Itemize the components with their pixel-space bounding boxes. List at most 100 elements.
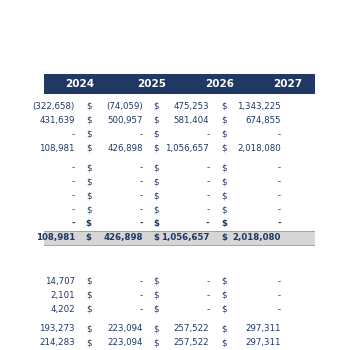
Text: $: $: [154, 277, 159, 286]
Text: -: -: [278, 130, 281, 139]
Text: 2027: 2027: [273, 79, 302, 89]
Text: $: $: [154, 144, 159, 153]
Text: $: $: [86, 144, 91, 153]
Text: 1,343,225: 1,343,225: [237, 102, 281, 111]
Text: $: $: [86, 102, 91, 111]
Text: -: -: [278, 291, 281, 300]
Text: $: $: [154, 324, 159, 333]
Text: $: $: [86, 163, 91, 172]
Text: $: $: [86, 219, 92, 228]
Text: 674,855: 674,855: [245, 116, 281, 125]
Text: $: $: [86, 324, 91, 333]
Bar: [44, 231, 315, 245]
Text: $: $: [86, 233, 92, 242]
Text: 223,094: 223,094: [107, 324, 143, 333]
Text: $: $: [154, 233, 160, 242]
Text: 257,522: 257,522: [174, 338, 209, 347]
Text: -: -: [72, 191, 75, 200]
Text: 2026: 2026: [205, 79, 234, 89]
Text: 1,056,657: 1,056,657: [166, 144, 209, 153]
Text: -: -: [140, 305, 143, 314]
Text: -: -: [206, 177, 209, 186]
Text: $: $: [154, 219, 160, 228]
Text: $: $: [222, 205, 227, 214]
Text: $: $: [86, 130, 91, 139]
Text: $: $: [154, 191, 159, 200]
Text: 214,283: 214,283: [39, 338, 75, 347]
Text: $: $: [222, 277, 227, 286]
Text: $: $: [154, 102, 159, 111]
Text: -: -: [140, 130, 143, 139]
Text: $: $: [222, 177, 227, 186]
Text: -: -: [72, 130, 75, 139]
Text: -: -: [206, 191, 209, 200]
Bar: [44, 74, 315, 94]
Text: -: -: [72, 177, 75, 186]
Text: -: -: [278, 277, 281, 286]
Text: -: -: [206, 130, 209, 139]
Text: -: -: [206, 277, 209, 286]
Text: $: $: [154, 116, 159, 125]
Text: -: -: [140, 291, 143, 300]
Text: 426,898: 426,898: [103, 233, 143, 242]
Text: $: $: [222, 233, 228, 242]
Text: $: $: [222, 291, 227, 300]
Text: 257,522: 257,522: [174, 324, 209, 333]
Text: $: $: [222, 305, 227, 314]
Text: (74,059): (74,059): [106, 102, 143, 111]
Text: 297,311: 297,311: [246, 324, 281, 333]
Text: -: -: [205, 219, 209, 228]
Text: -: -: [206, 291, 209, 300]
Text: 1,056,657: 1,056,657: [161, 233, 209, 242]
Text: $: $: [154, 177, 159, 186]
Text: 2024: 2024: [65, 79, 95, 89]
Text: $: $: [86, 291, 91, 300]
Text: 500,957: 500,957: [107, 116, 143, 125]
Text: $: $: [154, 291, 159, 300]
Text: -: -: [71, 219, 75, 228]
Text: -: -: [140, 277, 143, 286]
Text: -: -: [140, 191, 143, 200]
Text: 2025: 2025: [137, 79, 166, 89]
Text: $: $: [222, 130, 227, 139]
Text: 2,101: 2,101: [50, 291, 75, 300]
Text: $: $: [222, 116, 227, 125]
Text: $: $: [86, 338, 91, 347]
Text: $: $: [154, 205, 159, 214]
Text: $: $: [222, 163, 227, 172]
Text: $: $: [222, 144, 227, 153]
Text: $: $: [222, 219, 228, 228]
Text: $: $: [222, 191, 227, 200]
Text: 193,273: 193,273: [40, 324, 75, 333]
Text: -: -: [278, 219, 281, 228]
Text: 297,311: 297,311: [246, 338, 281, 347]
Text: -: -: [278, 305, 281, 314]
Text: -: -: [139, 219, 143, 228]
Text: 108,981: 108,981: [40, 144, 75, 153]
Text: -: -: [72, 163, 75, 172]
Text: -: -: [278, 205, 281, 214]
Text: $: $: [154, 130, 159, 139]
Text: -: -: [206, 163, 209, 172]
Text: -: -: [206, 205, 209, 214]
Text: $: $: [154, 338, 159, 347]
Text: 426,898: 426,898: [107, 144, 143, 153]
Text: (322,658): (322,658): [33, 102, 75, 111]
Text: -: -: [140, 177, 143, 186]
Text: 108,981: 108,981: [36, 233, 75, 242]
Text: -: -: [206, 305, 209, 314]
Text: $: $: [86, 116, 91, 125]
Text: $: $: [86, 177, 91, 186]
Text: -: -: [140, 205, 143, 214]
Text: $: $: [154, 163, 159, 172]
Text: -: -: [140, 163, 143, 172]
Text: $: $: [222, 102, 227, 111]
Text: $: $: [86, 277, 91, 286]
Text: $: $: [86, 205, 91, 214]
Text: -: -: [72, 205, 75, 214]
Text: $: $: [86, 305, 91, 314]
Text: -: -: [278, 191, 281, 200]
Text: $: $: [154, 305, 159, 314]
Text: 2,018,080: 2,018,080: [233, 233, 281, 242]
Text: 223,094: 223,094: [107, 338, 143, 347]
